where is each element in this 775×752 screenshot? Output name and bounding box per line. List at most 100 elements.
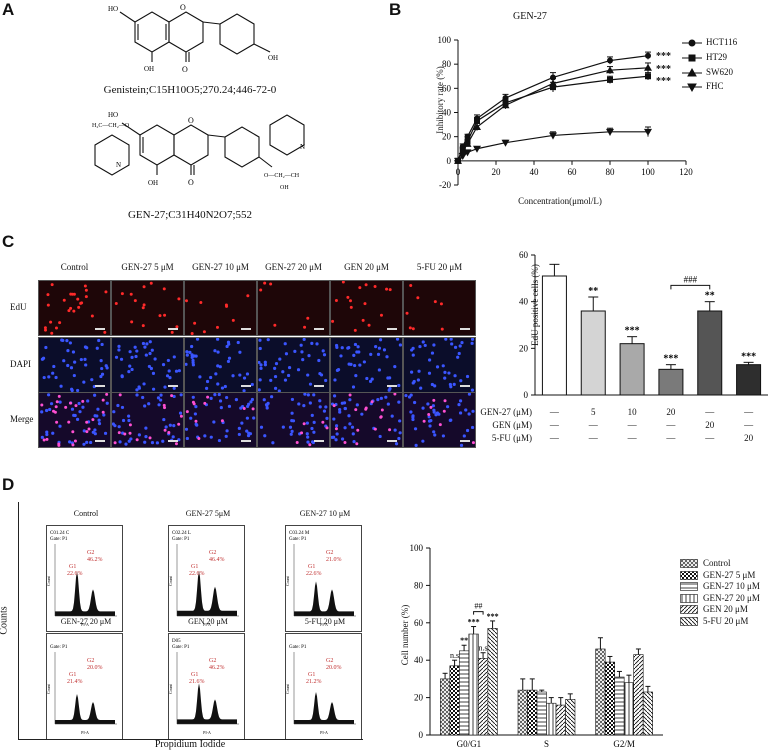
chart-b-sig-1: ***	[656, 64, 671, 75]
scale-bar	[95, 328, 105, 330]
svg-text:N: N	[116, 161, 121, 169]
legend-d-swatch-rect	[680, 559, 698, 568]
legend-d-swatch-rect	[680, 593, 698, 603]
chart-b-xtick-label: 20	[492, 167, 502, 177]
svg-text:N: N	[300, 143, 305, 151]
chart-c-compare-sig: ###	[684, 274, 698, 284]
nucleus-dot	[212, 420, 216, 424]
chart-d-category-label: S	[544, 739, 549, 749]
micro-image-dapi	[330, 337, 403, 393]
chart-b-series-line	[457, 55, 649, 162]
micro-col-header: GEN-27 20 μM	[265, 262, 322, 272]
chart-b-xtick-label: 120	[679, 167, 693, 177]
nucleus-dot	[93, 428, 97, 432]
edu-dot	[321, 420, 325, 424]
nucleus-dot	[103, 431, 108, 435]
edu-dot	[364, 283, 368, 287]
edu-dot	[408, 326, 412, 330]
nucleus-dot	[324, 378, 328, 383]
edu-dot	[193, 321, 197, 325]
chart-d-bar	[449, 665, 460, 736]
legend-d-label: GEN-27 5 μM	[703, 569, 756, 580]
nucleus-dot	[423, 343, 427, 348]
nucleus-dot	[297, 402, 301, 406]
chart-c-sig: ***	[663, 354, 678, 365]
edu-dot	[73, 439, 77, 443]
flow-sample-id: C01.24 C	[50, 531, 70, 536]
edu-dot	[185, 299, 188, 303]
nucleus-dot	[305, 421, 309, 425]
nucleus-dot	[117, 344, 121, 348]
micro-image-dapi	[184, 337, 257, 393]
edu-dot	[72, 309, 76, 313]
nucleus-dot	[177, 369, 181, 373]
edu-dot	[142, 285, 146, 289]
edu-dot	[373, 427, 377, 431]
table-c-cell: —	[549, 407, 559, 417]
nucleus-dot	[409, 410, 413, 414]
nucleus-dot	[347, 414, 351, 418]
nucleus-dot	[143, 404, 147, 408]
chart-b-point	[645, 73, 651, 80]
edu-dot	[355, 442, 359, 446]
chart-d-bar	[595, 648, 606, 736]
nucleus-dot	[129, 437, 133, 441]
nucleus-dot	[418, 344, 422, 349]
nucleus-dot	[121, 418, 126, 423]
nucleus-dot	[82, 442, 86, 446]
edu-dot	[57, 394, 61, 398]
chart-b-point	[463, 149, 472, 157]
nucleus-dot	[100, 366, 104, 371]
nucleus-dot	[332, 417, 336, 421]
flow-g1-label: G1	[308, 564, 315, 570]
nucleus-dot	[234, 398, 239, 402]
nucleus-dot	[446, 405, 450, 409]
nucleus-dot	[283, 378, 288, 382]
nucleus-dot	[214, 372, 218, 376]
nucleus-dot	[470, 341, 474, 345]
nucleus-dot	[259, 363, 263, 367]
edu-dot	[70, 292, 74, 296]
nucleus-dot	[49, 402, 54, 406]
nucleus-dot	[134, 354, 138, 359]
flow-gate: Gate: P1	[50, 645, 68, 650]
edu-dot	[69, 306, 73, 310]
flow-pia-label: PI-A	[320, 622, 328, 627]
flow-histogram-area	[294, 581, 354, 616]
flow-g1-pct: 21.6%	[189, 679, 205, 685]
nucleus-dot	[248, 432, 253, 436]
chart-c-bar-5	[736, 364, 762, 396]
edu-dot	[225, 304, 229, 308]
nucleus-dot	[263, 360, 267, 364]
chart-c-ytick-label: 20	[519, 343, 529, 353]
nucleus-dot	[352, 440, 356, 444]
nucleus-dot	[117, 425, 121, 429]
svg-text:O: O	[182, 65, 188, 74]
nucleus-dot	[155, 441, 159, 445]
table-c-row-label: 5-FU (μM)	[491, 433, 532, 443]
legend-d-label: 5-FU 20 μM	[703, 615, 749, 626]
edu-dot	[67, 420, 71, 424]
nucleus-dot	[318, 405, 322, 409]
nucleus-dot	[147, 402, 151, 406]
chart-c-sig: **	[588, 286, 598, 297]
edu-dot	[364, 407, 368, 411]
edu-dot	[104, 290, 108, 294]
nucleus-dot	[159, 398, 163, 402]
table-c-cell: —	[666, 420, 676, 430]
nucleus-dot	[306, 440, 310, 444]
nucleus-dot	[338, 408, 342, 412]
edu-dot	[220, 419, 224, 423]
edu-dot	[202, 330, 206, 334]
nucleus-dot	[219, 406, 223, 410]
nucleus-dot	[427, 415, 431, 419]
chart-b-point	[607, 76, 613, 83]
nucleus-dot	[237, 426, 241, 430]
nucleus-dot	[397, 436, 401, 441]
edu-dot	[185, 410, 189, 414]
nucleus-dot	[149, 366, 153, 371]
nucleus-dot	[51, 431, 55, 435]
edu-dot	[67, 309, 71, 313]
